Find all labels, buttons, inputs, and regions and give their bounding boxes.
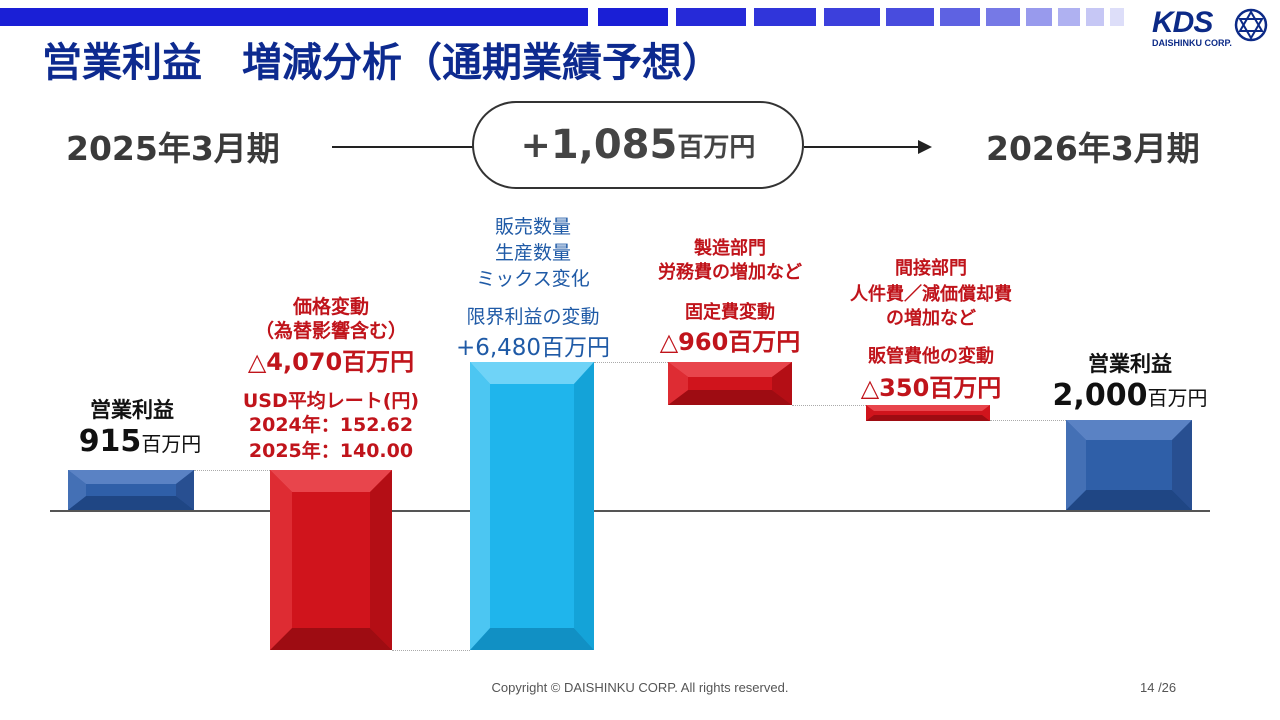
margin-value: +6,480百万円 xyxy=(455,335,611,361)
top-accent-segment xyxy=(1086,8,1104,26)
usd-rate-2025: 2025年：140.00 xyxy=(248,440,414,462)
top-accent-solid xyxy=(0,8,588,26)
sga-note-2: 人件費／減価償却費 xyxy=(850,284,1012,305)
arrow-right-icon xyxy=(918,140,932,154)
end-profit-unit: 百万円 xyxy=(1147,386,1208,410)
top-accent-segment xyxy=(598,8,668,26)
margin-caption: 限界利益の変動 xyxy=(466,306,600,328)
price-value: △4,070百万円 xyxy=(247,348,415,376)
arrow-line-left xyxy=(332,146,474,148)
total-change-unit: 百万円 xyxy=(677,132,756,163)
logo-text: KDS xyxy=(1152,6,1213,39)
fixed-value: △960百万円 xyxy=(659,328,801,356)
top-accent-segment xyxy=(1110,8,1124,26)
logo-subtitle: DAISHINKU CORP. xyxy=(1152,38,1232,48)
connector-line xyxy=(990,420,1066,421)
fixed-note-1: 製造部門 xyxy=(694,238,766,259)
price-caption-2: （為替影響含む） xyxy=(254,320,407,342)
margin-note-2: 生産数量 xyxy=(494,242,571,264)
period-start-label: 2025年3月期 xyxy=(66,129,280,168)
connector-line xyxy=(392,650,470,651)
slide-title: 営業利益 増減分析（通期業績予想） xyxy=(42,40,722,86)
sga-value: △350百万円 xyxy=(860,374,1002,402)
top-accent-segment xyxy=(940,8,980,26)
start-profit-caption: 営業利益 xyxy=(90,398,174,422)
bar-fixed-cost-change xyxy=(668,362,792,405)
fixed-note-2: 労務費の増加など xyxy=(658,262,802,283)
top-accent-segment xyxy=(1058,8,1080,26)
bar-start-profit xyxy=(68,470,194,510)
total-change-pill: + 1,085 百万円 xyxy=(472,101,804,189)
end-profit-value: 2,000 xyxy=(1052,378,1148,413)
bar-margin-change xyxy=(470,362,594,650)
total-change-sign: + xyxy=(520,124,551,166)
connector-line xyxy=(594,362,668,363)
start-profit-value-group: 915百万円 xyxy=(40,424,240,459)
sga-note-1: 間接部門 xyxy=(895,258,967,279)
top-accent-segment xyxy=(1026,8,1052,26)
arrow-line-right xyxy=(804,146,920,148)
copyright-footer: Copyright © DAISHINKU CORP. All rights r… xyxy=(491,680,789,695)
start-profit-unit: 百万円 xyxy=(141,432,202,456)
connector-line xyxy=(194,470,270,471)
end-profit-value-group: 2,000百万円 xyxy=(1030,378,1230,413)
bar-end-profit xyxy=(1066,420,1192,510)
top-accent-bar xyxy=(0,8,1140,26)
company-logo: KDS DAISHINKU CORP. xyxy=(1148,6,1268,48)
fixed-caption: 固定費変動 xyxy=(685,302,775,323)
top-accent-segment xyxy=(824,8,880,26)
price-caption-1: 価格変動 xyxy=(292,296,369,318)
bar-price-change xyxy=(270,470,392,650)
total-change-value: 1,085 xyxy=(550,122,678,168)
period-end-label: 2026年3月期 xyxy=(986,129,1200,168)
usd-rate-title: USD平均レート(円) xyxy=(242,390,420,412)
usd-rate-2024: 2024年：152.62 xyxy=(248,414,414,436)
margin-note-3: ミックス変化 xyxy=(476,268,590,290)
page-number: 14 /26 xyxy=(1140,680,1177,695)
margin-note-1: 販売数量 xyxy=(494,216,571,238)
top-accent-segment xyxy=(886,8,934,26)
sga-note-3: の増加など xyxy=(886,308,976,329)
bar-sga-change xyxy=(866,405,990,421)
connector-line xyxy=(792,405,866,406)
top-accent-segment xyxy=(986,8,1020,26)
top-accent-segment xyxy=(676,8,746,26)
sga-caption: 販管費他の変動 xyxy=(868,346,994,367)
hexagon-star-icon xyxy=(1234,8,1268,42)
chart-baseline xyxy=(50,510,1210,512)
start-profit-value: 915 xyxy=(78,424,142,459)
top-accent-segment xyxy=(754,8,816,26)
end-profit-caption: 営業利益 xyxy=(1088,352,1172,376)
